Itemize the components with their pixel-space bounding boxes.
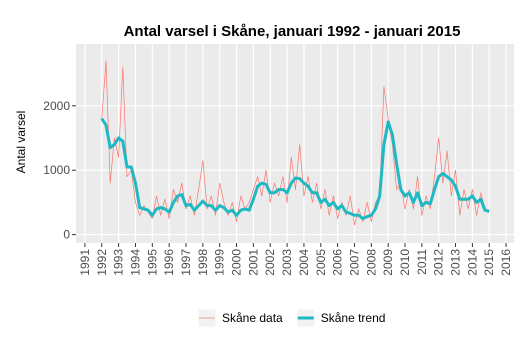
y-axis-title: Antal varsel [14, 111, 28, 174]
x-tick-label: 1996 [162, 249, 176, 276]
x-tick-label: 2000 [230, 249, 244, 276]
legend-label: Skåne data [222, 311, 283, 325]
x-tick-label: 2006 [331, 249, 345, 276]
y-tick-label: 2000 [43, 99, 70, 113]
x-tick-label: 1997 [179, 249, 193, 276]
x-tick-label: 2010 [398, 249, 412, 276]
chart-title: Antal varsel i Skåne, januari 1992 - jan… [124, 23, 461, 40]
x-tick-label: 2015 [482, 249, 496, 276]
x-tick-label: 1993 [112, 249, 126, 276]
x-tick-label: 1994 [128, 249, 142, 276]
x-tick-label: 2011 [415, 249, 429, 275]
x-tick-label: 1999 [213, 249, 227, 276]
x-tick-label: 2002 [263, 249, 277, 276]
x-tick-label: 2005 [314, 249, 328, 276]
series-line [100, 117, 490, 220]
x-tick-label: 1992 [95, 249, 109, 276]
x-tick-label: 2013 [449, 249, 463, 276]
x-tick-label: 2001 [246, 249, 260, 276]
x-tick-label: 2009 [381, 249, 395, 276]
x-tick-label: 2004 [297, 249, 311, 276]
x-tick-label: 2012 [432, 249, 446, 276]
legend-label: Skåne trend [321, 311, 386, 325]
plot-background [76, 44, 514, 243]
x-tick-label: 2003 [280, 249, 294, 276]
y-tick-label: 0 [63, 228, 70, 242]
y-tick-label: 1000 [43, 163, 70, 177]
x-tick-label: 1991 [78, 249, 92, 276]
x-tick-label: 2014 [465, 249, 479, 276]
x-tick-label: 1995 [145, 249, 159, 276]
x-tick-label: 2007 [347, 249, 361, 276]
x-tick-label: 1998 [196, 249, 210, 276]
x-tick-label: 2008 [364, 249, 378, 276]
x-tick-label: 2016 [499, 249, 513, 276]
